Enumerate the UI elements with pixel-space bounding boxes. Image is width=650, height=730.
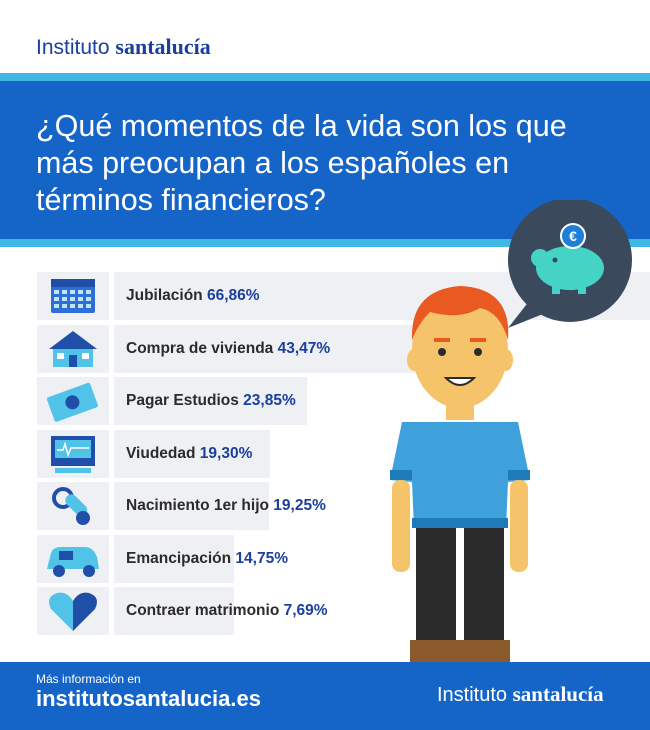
header-stripe-top xyxy=(0,73,650,81)
header-stripe-bottom xyxy=(0,239,650,247)
heart-icon xyxy=(37,587,109,635)
footer-brand-light: Instituto xyxy=(437,684,508,706)
category-label: Viudedad xyxy=(126,444,196,462)
category-label: Jubilación xyxy=(126,287,203,304)
footer-banner xyxy=(0,662,650,730)
value-label: 66,86% xyxy=(206,287,260,304)
page-title: ¿Qué momentos de la vida son los que más… xyxy=(36,109,567,217)
bar-label: Jubilación 66,86% xyxy=(126,287,260,305)
more-info-text: Más información en xyxy=(36,672,141,686)
car-icon xyxy=(37,534,109,583)
footer-brand-logo: Instituto santalucía xyxy=(437,682,604,707)
bar xyxy=(114,324,466,373)
value-label: 43,47% xyxy=(277,339,331,357)
category-label: Contraer matrimonio xyxy=(126,602,280,619)
bar-label: Pagar Estudios 23,85% xyxy=(126,392,296,410)
category-label: Emancipación xyxy=(126,549,232,567)
bar-label: Emancipación 14,75% xyxy=(126,550,288,568)
value-label: 23,85% xyxy=(243,392,296,409)
svg-text:€: € xyxy=(569,228,577,244)
calendar-icon xyxy=(37,272,109,320)
bar xyxy=(114,482,270,530)
money-icon xyxy=(37,377,109,425)
value-label: 14,75% xyxy=(235,549,288,567)
bar xyxy=(114,377,307,425)
brand-light: Instituto xyxy=(36,36,110,59)
speech-bubble: € xyxy=(508,200,632,328)
person-illustration: € xyxy=(390,200,632,662)
house-icon xyxy=(37,324,109,373)
value-label: 19,25% xyxy=(273,497,326,514)
value-label: 7,69% xyxy=(283,602,328,619)
category-label: Pagar Estudios xyxy=(126,392,239,409)
bar-label: Contraer matrimonio 7,69% xyxy=(126,602,328,620)
value-label: 19,30% xyxy=(199,444,253,462)
bar-label: Viudedad 19,30% xyxy=(126,445,252,463)
bar xyxy=(114,534,234,583)
website-link[interactable]: institutosantalucia.es xyxy=(36,686,261,711)
bar-label: Compra de vivienda 43,47% xyxy=(126,340,330,358)
monitor-icon xyxy=(37,429,109,478)
bar xyxy=(114,429,270,478)
brand-logo: Instituto santalucía xyxy=(36,34,211,60)
brand-bold: santalucía xyxy=(115,34,211,59)
category-label: Compra de vivienda xyxy=(126,339,274,357)
footer-brand-bold: santalucía xyxy=(512,682,604,706)
bar-label: Nacimiento 1er hijo 19,25% xyxy=(126,497,326,515)
bar xyxy=(114,587,234,635)
category-label: Nacimiento 1er hijo xyxy=(126,497,269,514)
pacifier-icon xyxy=(37,482,109,530)
